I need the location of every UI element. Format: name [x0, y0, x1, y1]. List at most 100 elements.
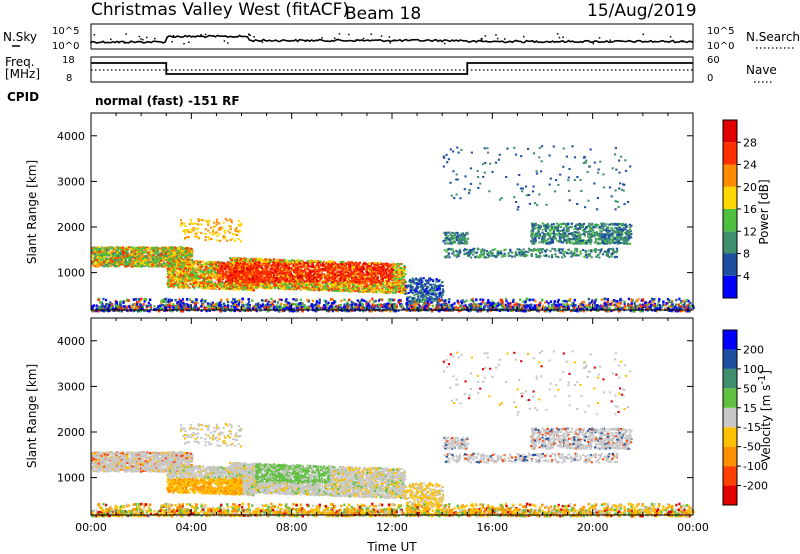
power-cell	[183, 283, 186, 286]
power-cell	[152, 247, 155, 250]
power-cell	[180, 261, 184, 264]
power-cell	[141, 249, 144, 252]
power-cell	[106, 263, 109, 266]
power-cell	[217, 264, 220, 267]
power-cell	[125, 264, 128, 266]
power-cell	[290, 285, 293, 288]
power-cell	[231, 266, 234, 269]
power-cell	[108, 247, 111, 250]
power-cell	[221, 287, 224, 290]
power-cell	[229, 284, 232, 287]
power-cell	[172, 280, 175, 282]
power-cell	[95, 251, 98, 254]
power-cell	[107, 253, 110, 256]
power-cell	[181, 282, 185, 285]
power-cell	[156, 248, 159, 251]
power-cell	[317, 261, 320, 263]
power-cell	[170, 247, 173, 250]
power-cell	[248, 280, 251, 283]
power-cell	[210, 270, 213, 273]
power-cell	[200, 287, 203, 290]
power-cell	[250, 286, 253, 289]
power-cell	[175, 252, 178, 254]
power-cell	[317, 285, 320, 288]
power-cell	[246, 289, 249, 291]
power-cell	[171, 271, 174, 274]
power-cell	[142, 255, 145, 258]
noise-dot	[433, 39, 435, 42]
power-cell	[218, 288, 221, 291]
power-cell	[108, 246, 111, 249]
power-cell	[194, 261, 197, 264]
power-cell	[336, 287, 339, 290]
power-cell	[342, 261, 345, 264]
power-cell	[168, 285, 171, 288]
power-cell	[333, 286, 336, 289]
power-cell	[382, 285, 385, 288]
noise-dot	[125, 33, 127, 35]
power-cell	[231, 277, 234, 280]
power-cell	[136, 257, 139, 260]
power-cell	[114, 253, 117, 256]
power-cell	[188, 249, 191, 252]
noise-panel	[90, 23, 694, 50]
power-cell	[189, 268, 193, 271]
power-cell	[369, 281, 372, 284]
power-cell	[168, 250, 171, 253]
power-cell	[120, 253, 123, 256]
power-cell	[364, 287, 368, 290]
power-cell	[147, 257, 150, 260]
power-cell	[181, 274, 184, 277]
noise-dot	[249, 34, 251, 37]
power-scatter	[91, 145, 695, 313]
power-cell	[164, 247, 167, 249]
power-cell	[204, 277, 208, 280]
power-cell	[203, 271, 206, 274]
power-cell	[133, 250, 136, 253]
power-cell	[203, 285, 206, 287]
power-cell	[187, 272, 191, 275]
power-cell	[363, 290, 366, 293]
noise-dot	[204, 33, 207, 36]
power-cell	[174, 282, 177, 285]
power-cell	[207, 286, 211, 289]
power-cell	[132, 248, 135, 251]
power-cell	[195, 275, 198, 278]
power-cell	[160, 259, 163, 262]
power-cell	[168, 262, 171, 265]
power-cell	[309, 275, 312, 278]
power-cell	[205, 261, 209, 264]
power-cell	[223, 275, 226, 278]
power-cell	[297, 265, 300, 268]
noise-dot	[556, 33, 559, 35]
power-cell	[336, 288, 339, 291]
noise-dot	[200, 34, 202, 36]
power-cell	[162, 265, 165, 268]
power-cell	[188, 265, 191, 268]
power-cell	[171, 281, 174, 284]
power-cell	[174, 269, 177, 272]
power-cell	[342, 286, 345, 289]
power-cell	[365, 282, 368, 285]
power-cell	[351, 273, 354, 276]
power-cell	[172, 254, 175, 257]
power-cell	[219, 262, 222, 265]
power-cell	[167, 283, 170, 286]
power-cell	[187, 251, 190, 254]
power-cell	[199, 267, 202, 270]
power-cell	[300, 268, 303, 271]
power-cell	[208, 265, 211, 267]
power-cell	[220, 265, 223, 267]
power-cell	[364, 268, 367, 271]
power-cell	[105, 246, 108, 249]
power-cell	[195, 281, 198, 284]
power-cell	[391, 291, 395, 294]
power-cell	[232, 257, 235, 260]
power-cell	[219, 268, 222, 271]
power-cell	[324, 288, 327, 291]
power-cell	[217, 261, 220, 263]
power-cell	[115, 265, 118, 268]
power-cell	[204, 267, 207, 270]
power-cell	[142, 263, 145, 266]
power-cell	[226, 277, 229, 279]
